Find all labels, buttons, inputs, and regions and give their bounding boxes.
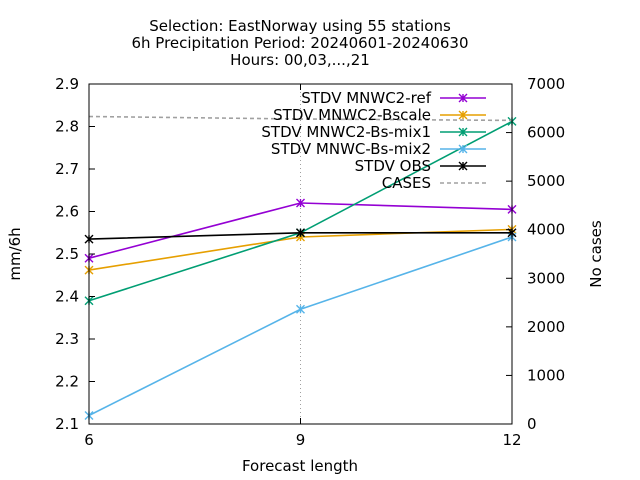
legend-label: STDV OBS bbox=[355, 157, 431, 175]
axis-ticks: 6 9 12 2.1 2.2 2.3 2.4 2.5 2.6 2.7 2.8 2.9 0 1000 2000… bbox=[55, 75, 565, 449]
x-tick-label: 12 bbox=[502, 431, 521, 449]
y-tick-label: 2.2 bbox=[55, 373, 79, 391]
data-point-marker bbox=[458, 110, 468, 120]
legend-entry: STDV MNWC2-Bscale bbox=[273, 106, 486, 124]
y2-tick-label: 5000 bbox=[527, 172, 565, 190]
y-tick-label: 2.8 bbox=[55, 118, 79, 136]
data-point-marker bbox=[458, 127, 468, 137]
y2-tick-label: 2000 bbox=[527, 318, 565, 336]
legend-entry: STDV OBS bbox=[355, 157, 486, 175]
data-point-marker bbox=[296, 198, 305, 208]
y-tick-label: 2.6 bbox=[55, 203, 79, 221]
data-point-marker bbox=[458, 161, 468, 171]
y-axis-label: mm/6h bbox=[6, 227, 24, 280]
legend-label: STDV MNWC2-ref bbox=[301, 89, 431, 107]
y2-axis-label: No cases bbox=[587, 220, 605, 288]
y-tick-label: 2.7 bbox=[55, 160, 79, 178]
x-tick-label: 6 bbox=[84, 431, 94, 449]
y2-tick-label: 1000 bbox=[527, 366, 565, 384]
title-line-1: Selection: EastNorway using 55 stations bbox=[149, 17, 451, 35]
y2-tick-label: 4000 bbox=[527, 221, 565, 239]
data-point-marker bbox=[458, 93, 468, 103]
y2-tick-label: 6000 bbox=[527, 124, 565, 142]
legend-label: CASES bbox=[382, 174, 431, 192]
legend-entry: STDV MNWC2-ref bbox=[301, 89, 486, 107]
data-point-marker bbox=[296, 304, 305, 314]
legend-entry: STDV MNWC-Bs-mix2 bbox=[271, 140, 486, 158]
y2-tick-label: 7000 bbox=[527, 75, 565, 93]
title-line-2: 6h Precipitation Period: 20240601-202406… bbox=[131, 34, 468, 52]
y-tick-label: 2.9 bbox=[55, 75, 79, 93]
y-tick-label: 2.1 bbox=[55, 415, 79, 433]
x-axis-label: Forecast length bbox=[242, 457, 358, 475]
chart-title: Selection: EastNorway using 55 stations … bbox=[131, 17, 468, 69]
title-line-3: Hours: 00,03,...,21 bbox=[230, 51, 370, 69]
legend-entry: STDV MNWC2-Bs-mix1 bbox=[261, 123, 486, 141]
series-6 bbox=[88, 115, 513, 122]
y2-tick-label: 0 bbox=[527, 415, 537, 433]
y2-tick-label: 3000 bbox=[527, 269, 565, 287]
series-line bbox=[88, 115, 513, 122]
y-tick-label: 2.3 bbox=[55, 330, 79, 348]
legend-label: STDV MNWC-Bs-mix2 bbox=[271, 140, 431, 158]
legend-label: STDV MNWC2-Bscale bbox=[273, 106, 431, 124]
legend-entry: CASES bbox=[382, 174, 486, 192]
data-point-marker bbox=[458, 144, 468, 154]
y-tick-label: 2.5 bbox=[55, 245, 79, 263]
y-tick-label: 2.4 bbox=[55, 288, 79, 306]
data-point-marker bbox=[296, 228, 305, 238]
x-tick-label: 9 bbox=[296, 431, 306, 449]
legend-label: STDV MNWC2-Bs-mix1 bbox=[261, 123, 431, 141]
